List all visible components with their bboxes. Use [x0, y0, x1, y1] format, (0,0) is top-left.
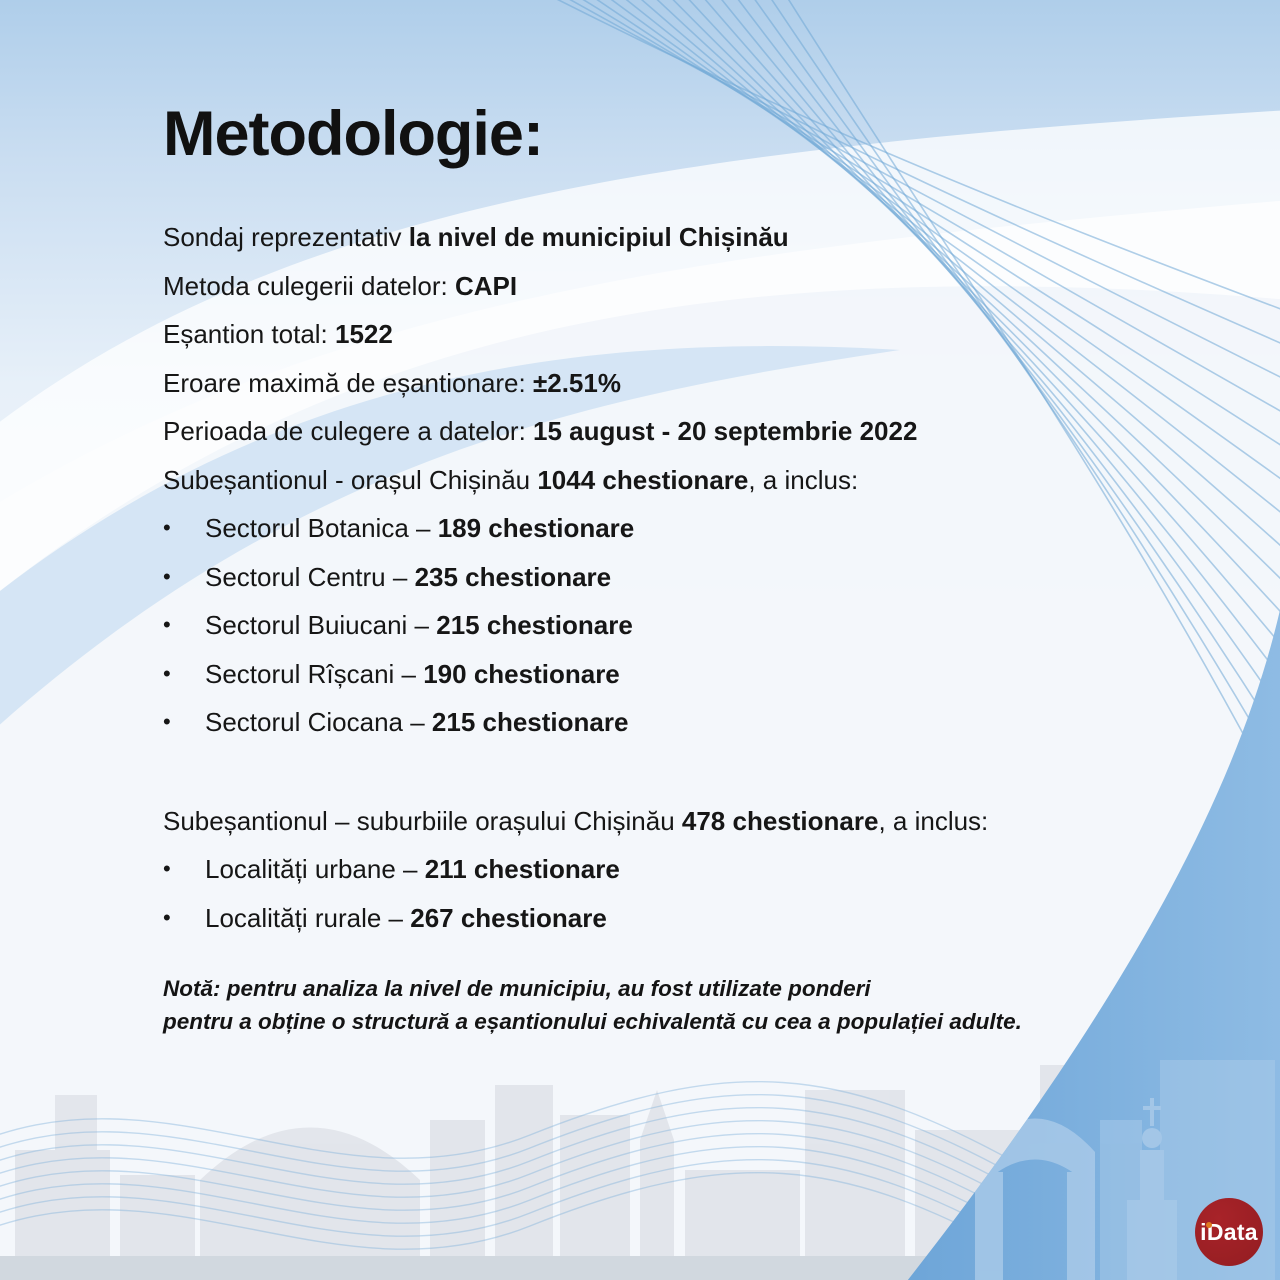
intro-line-sample: Eșantion total: 1522	[163, 319, 393, 350]
list-item-urbane: • Localități urbane – 211 chestionare	[163, 845, 1173, 894]
page-title: Metodologie:	[163, 99, 544, 169]
bullet-icon: •	[163, 612, 171, 638]
blue-corner-shape	[907, 610, 1280, 1280]
bullet-icon: •	[163, 709, 171, 735]
intro-line-period: Perioada de culegere a datelor: 15 augus…	[163, 416, 918, 447]
bullet-icon: •	[163, 904, 171, 930]
bottom-wave-lines	[0, 1081, 1021, 1257]
idata-logo: iData	[1195, 1198, 1263, 1266]
section-gap	[163, 747, 1173, 797]
list-item-botanica: • Sectorul Botanica – 189 chestionare	[163, 504, 1173, 553]
intro-line-survey: Sondaj reprezentativ la nivel de municip…	[163, 213, 1173, 262]
footnote-line-2: pentru a obține o structură a eșantionul…	[163, 1009, 1022, 1035]
bullet-icon: •	[163, 563, 171, 589]
list-item-ciocana: • Sectorul Ciocana – 215 chestionare	[163, 698, 1173, 747]
list-item-rurale: • Localități rurale – 267 chestionare	[163, 894, 1173, 943]
city-subsample-heading: Subeșantionul - orașul Chișinău 1044 che…	[163, 464, 859, 495]
slide-content: Metodologie: Sondaj reprezentativ la niv…	[163, 99, 1173, 1038]
intro-line-error: Eroare maximă de eșantionare: ±2.51%	[163, 367, 621, 398]
fan-lines-decoration	[556, 0, 1280, 805]
idata-logo-dot-icon	[1206, 1222, 1212, 1228]
white-wave-shapes	[0, 110, 1280, 1280]
intro-line-survey-text: Sondaj reprezentativ	[163, 222, 409, 253]
list-item-riscani: • Sectorul Rîșcani – 190 chestionare	[163, 650, 1173, 699]
list-item-centru: • Sectorul Centru – 235 chestionare	[163, 553, 1173, 602]
corner-skyline	[975, 1060, 1275, 1280]
bullet-icon: •	[163, 515, 171, 541]
list-item-buiucani: • Sectorul Buiucani – 215 chestionare	[163, 601, 1173, 650]
suburb-subsample-heading: Subeșantionul – suburbiile orașului Chiș…	[163, 805, 989, 836]
bullet-icon: •	[163, 856, 171, 882]
intro-line-method: Metoda culegerii datelor: CAPI	[163, 270, 518, 301]
intro-line-survey-bold: la nivel de municipiul Chișinău	[408, 222, 789, 253]
note-gap	[163, 942, 1173, 972]
bullet-icon: •	[163, 660, 171, 686]
footnote-line-1: Notă: pentru analiza la nivel de municip…	[163, 976, 871, 1002]
